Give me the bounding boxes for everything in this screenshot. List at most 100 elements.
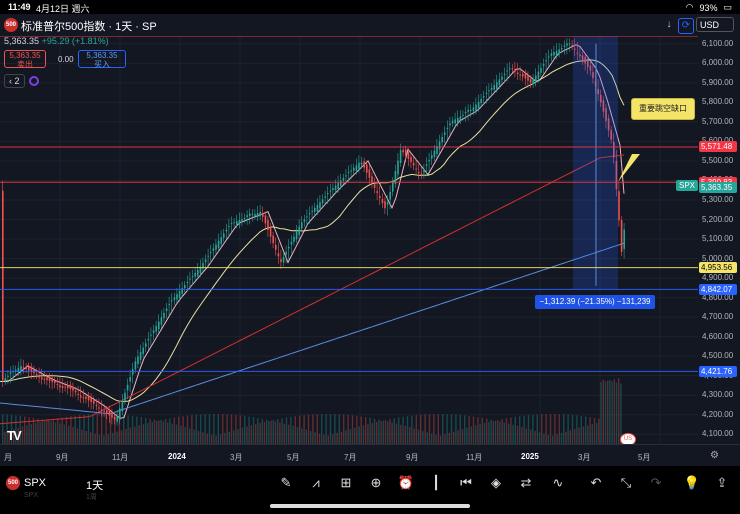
ghost-interval: 1周	[86, 494, 97, 501]
volume-bar	[312, 414, 314, 444]
layers-icon[interactable]: ◈	[491, 475, 501, 490]
sell-label: 卖出	[17, 60, 33, 69]
candle-body	[48, 376, 51, 382]
volume-bar	[431, 433, 433, 444]
buy-button[interactable]: 5,363.35 买入	[78, 50, 126, 69]
ma-short-line	[0, 44, 625, 419]
volume-bar	[57, 418, 59, 444]
volume-bar	[556, 434, 558, 444]
candle-body	[620, 220, 623, 252]
volume-bar	[94, 433, 96, 444]
pen-icon[interactable]: ✎	[280, 475, 292, 490]
bottom-interval[interactable]: 1天	[86, 480, 104, 492]
chart-type-icon[interactable]: ⩘	[312, 475, 320, 490]
settings-sliders-icon[interactable]: ⇄	[520, 475, 532, 490]
candle-body	[59, 385, 61, 388]
undo-icon[interactable]: ↶	[590, 475, 602, 490]
volume-bar	[367, 424, 369, 444]
indicator-icon[interactable]: ∿	[552, 475, 564, 490]
candle-body	[69, 384, 72, 390]
volume-bar	[433, 414, 435, 444]
candle-body	[540, 67, 542, 73]
bottom-symbol[interactable]: SPX	[24, 477, 47, 489]
indicator-dot-icon[interactable]	[28, 76, 39, 86]
candle-body	[223, 233, 225, 238]
status-bar: 11:49 4月12日 週六 ◠ 93% ▭	[0, 0, 740, 14]
volume-bar	[228, 431, 230, 444]
buy-price: 5,363.35	[86, 51, 118, 60]
candle-body	[347, 171, 350, 173]
buy-label: 买入	[94, 60, 110, 69]
volume-bar	[41, 419, 43, 444]
volume-bar	[609, 379, 611, 444]
volume-bar	[329, 414, 332, 444]
volume-bar	[217, 414, 219, 444]
candle-body	[501, 76, 503, 80]
grid-icon[interactable]: ⊞	[340, 475, 352, 490]
currency-select[interactable]: USD	[696, 17, 734, 32]
volume-bar	[393, 418, 395, 444]
measure-label[interactable]: −1,312.39 (−21.35%) −131,239	[535, 295, 655, 309]
candle-body	[436, 146, 438, 155]
volume-bar	[378, 419, 380, 444]
volume-bar	[246, 426, 248, 444]
price-label: 4,953.56	[699, 262, 737, 274]
volume-bar	[428, 414, 431, 444]
volume-bar	[415, 415, 417, 444]
candle-body	[363, 161, 365, 168]
candle-body	[72, 386, 74, 391]
candle-body	[537, 71, 540, 79]
plus-icon[interactable]: ⊕	[370, 475, 382, 490]
gap-note[interactable]: 重要跳空缺口	[631, 98, 695, 120]
alarm-icon[interactable]: ⏰	[397, 475, 415, 490]
volume-bar	[450, 414, 453, 444]
time-axis[interactable]: 月 9月 11月 2024 3月 5月 7月 9月 11月 2025 3月 5月 ⚙	[0, 444, 740, 467]
gear-icon[interactable]: ⚙	[710, 450, 719, 461]
volume-bar	[235, 414, 237, 444]
volume-bar	[464, 415, 466, 444]
indicator-count[interactable]: ‹ 2	[4, 74, 25, 88]
candle-body	[194, 272, 196, 277]
volume-bar	[582, 426, 585, 444]
candle-body	[449, 123, 451, 126]
volume-bar	[369, 417, 371, 444]
collapse-icon[interactable]: ⤡	[620, 475, 632, 490]
volume-bar	[453, 431, 455, 444]
candles-icon[interactable]: ┃	[432, 475, 440, 490]
replay-icon[interactable]: ⏮	[460, 475, 472, 490]
candle-body	[298, 226, 300, 236]
status-time: 11:49	[8, 2, 31, 12]
candle-body	[327, 193, 329, 195]
candle-body	[93, 400, 95, 404]
volume-bar	[21, 426, 24, 444]
volume-bar	[468, 415, 470, 444]
volume-bar	[169, 418, 171, 444]
candle-body	[30, 366, 33, 372]
volume-bar	[523, 415, 525, 444]
candle-body	[542, 64, 545, 67]
price-chart[interactable]	[0, 36, 740, 444]
symbol-title[interactable]: 标准普尔500指数 · 1天 · SP	[21, 21, 157, 33]
candle-body	[555, 50, 558, 56]
redo-icon[interactable]: ↷	[650, 475, 662, 490]
snapshot-icon[interactable]: ⟳	[678, 18, 694, 34]
indicator-toggle[interactable]: ‹ 2	[4, 74, 39, 88]
idea-icon[interactable]: 💡	[683, 475, 701, 490]
time-tick: 11月	[112, 453, 129, 462]
candle-body	[238, 220, 241, 225]
candle-body	[163, 312, 165, 319]
candle-body	[43, 378, 46, 380]
sell-button[interactable]: 5,363.35 卖出	[4, 50, 46, 69]
volume-bar	[387, 421, 389, 444]
volume-bar	[457, 430, 459, 444]
candle-body	[280, 259, 282, 263]
candle-body	[423, 168, 425, 173]
candle-body	[262, 213, 264, 217]
volume-bar	[501, 419, 503, 444]
quote-line: 5,363.35 +95.29 (+1.81%)	[4, 36, 109, 46]
download-icon[interactable]: ↓	[666, 19, 672, 30]
candle-body	[301, 222, 303, 229]
candle-body	[290, 241, 293, 245]
share-icon[interactable]: ⇪	[716, 475, 728, 490]
candle-body	[454, 119, 456, 124]
